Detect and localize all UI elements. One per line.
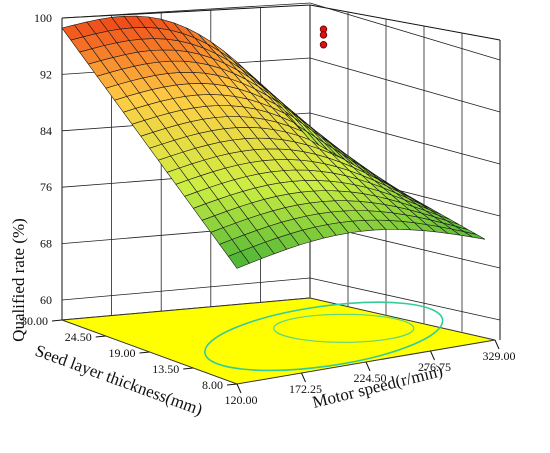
z-gridline: [61, 2, 311, 19]
x-tick-mark: [365, 361, 371, 372]
z-gridline: [309, 277, 501, 321]
z-tick-label: 84: [40, 124, 52, 138]
contour-line: [204, 301, 444, 372]
z-gridline: [309, 2, 501, 61]
y-tick-label: 8.00: [202, 378, 223, 392]
x-tick-mark: [430, 350, 435, 361]
z-tick-label: 60: [40, 293, 52, 307]
design-point: [319, 41, 328, 49]
x-tick-mark: [494, 339, 500, 350]
y-tick-label: 24.50: [65, 330, 92, 344]
y-tick-mark: [183, 367, 194, 370]
z-gridline: [309, 112, 501, 165]
z-gridline: [309, 57, 501, 113]
response-surface: [61, 15, 486, 269]
surface-patch: [61, 24, 84, 41]
x-tick-label: 276.75: [418, 360, 451, 374]
y-tick-label: 19.00: [109, 346, 136, 360]
z-gridline: [61, 277, 311, 301]
wall-edge: [309, 4, 501, 41]
y-tick-label: 13.50: [152, 362, 179, 376]
z-tick-label: 76: [40, 180, 52, 194]
z-tick-label: 92: [40, 67, 52, 81]
y-tick-label: 30.00: [21, 314, 48, 328]
design-points: [319, 25, 328, 49]
axis-ticks: 60 68 76 84 92 100 30.00 24.50 19.00 13.50 8.00120…: [21, 11, 516, 407]
x-tick-label: 329.00: [483, 349, 516, 363]
contour-line: [273, 313, 415, 343]
x-tick-label: 172.25: [289, 382, 322, 396]
y-tick-mark: [139, 351, 150, 354]
y-tick-mark: [226, 383, 238, 386]
x-tick-label: 224.50: [354, 371, 387, 385]
z-tick-label: 68: [40, 237, 52, 251]
z-axis-title: Qualified rate (%): [9, 218, 28, 342]
y-tick-mark: [51, 319, 63, 322]
y-tick-mark: [95, 335, 106, 338]
x-tick-label: 120.00: [225, 393, 258, 407]
x-tick-mark: [236, 383, 242, 394]
x-axis-title: Motor speed(r/min): [310, 361, 444, 412]
x-tick-mark: [301, 372, 306, 383]
z-tick-label: 100: [34, 11, 52, 25]
design-point: [319, 31, 328, 39]
